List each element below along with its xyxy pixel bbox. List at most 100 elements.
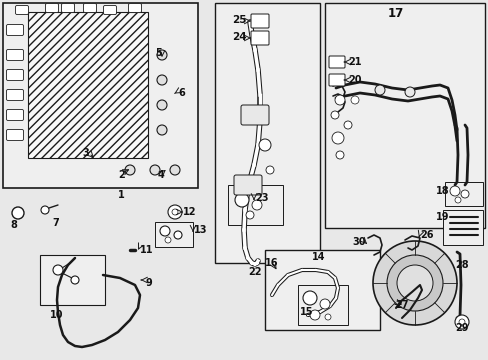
Bar (444, 182, 482, 206)
Text: 23: 23 (254, 193, 268, 203)
Text: 29: 29 (454, 323, 468, 333)
Bar (227, 185, 283, 225)
Text: 14: 14 (311, 252, 325, 262)
Circle shape (172, 209, 178, 215)
Text: 3: 3 (82, 148, 88, 158)
FancyBboxPatch shape (6, 109, 23, 121)
Circle shape (157, 75, 167, 85)
Text: 5: 5 (155, 48, 162, 58)
Circle shape (303, 291, 316, 305)
Text: 16: 16 (264, 258, 278, 268)
Bar (40, 255, 105, 305)
Text: 24: 24 (231, 32, 246, 42)
Text: 22: 22 (247, 267, 261, 277)
FancyBboxPatch shape (234, 175, 262, 195)
Circle shape (334, 95, 345, 105)
Circle shape (12, 207, 24, 219)
Text: 4: 4 (158, 170, 164, 180)
Bar (215, 3, 319, 263)
Circle shape (157, 100, 167, 110)
FancyBboxPatch shape (241, 105, 268, 125)
Circle shape (157, 50, 167, 60)
Text: 7: 7 (52, 218, 59, 228)
Text: 6: 6 (178, 88, 184, 98)
Circle shape (170, 165, 180, 175)
FancyBboxPatch shape (6, 130, 23, 140)
Circle shape (458, 319, 464, 325)
Bar (155, 222, 193, 247)
Circle shape (41, 206, 49, 214)
Bar (264, 250, 379, 330)
Circle shape (386, 255, 442, 311)
Text: 19: 19 (435, 212, 448, 222)
FancyBboxPatch shape (328, 56, 345, 68)
Polygon shape (28, 12, 148, 158)
FancyBboxPatch shape (6, 24, 23, 36)
Circle shape (404, 87, 414, 97)
Circle shape (164, 237, 171, 243)
FancyBboxPatch shape (328, 74, 345, 86)
Circle shape (335, 151, 343, 159)
FancyBboxPatch shape (128, 4, 141, 13)
Circle shape (449, 186, 459, 196)
Circle shape (325, 314, 330, 320)
FancyBboxPatch shape (45, 4, 59, 13)
Bar (442, 210, 482, 245)
Circle shape (174, 231, 182, 239)
Text: 12: 12 (183, 207, 196, 217)
Circle shape (454, 315, 468, 329)
Circle shape (71, 276, 79, 284)
FancyBboxPatch shape (103, 5, 116, 14)
Text: 17: 17 (387, 7, 404, 20)
Circle shape (319, 299, 329, 309)
Text: 10: 10 (50, 310, 63, 320)
Circle shape (150, 165, 160, 175)
Circle shape (460, 190, 468, 198)
FancyBboxPatch shape (16, 5, 28, 14)
Circle shape (125, 165, 135, 175)
Circle shape (245, 211, 253, 219)
Circle shape (235, 193, 248, 207)
Text: 2: 2 (118, 170, 124, 180)
Circle shape (343, 121, 351, 129)
Circle shape (350, 96, 358, 104)
FancyBboxPatch shape (6, 69, 23, 81)
Circle shape (160, 226, 170, 236)
Bar (325, 3, 484, 228)
FancyBboxPatch shape (250, 14, 268, 28)
Circle shape (168, 205, 182, 219)
Circle shape (374, 85, 384, 95)
FancyBboxPatch shape (83, 4, 96, 13)
Text: 20: 20 (347, 75, 361, 85)
Circle shape (265, 166, 273, 174)
Circle shape (157, 125, 167, 135)
Text: 30: 30 (351, 237, 365, 247)
Text: 15: 15 (299, 307, 313, 317)
FancyBboxPatch shape (61, 4, 74, 13)
Circle shape (396, 265, 432, 301)
Text: 11: 11 (140, 245, 153, 255)
FancyBboxPatch shape (6, 90, 23, 100)
Text: 25: 25 (231, 15, 246, 25)
FancyBboxPatch shape (6, 49, 23, 60)
Text: 26: 26 (419, 230, 433, 240)
Text: 9: 9 (145, 278, 151, 288)
Bar (3, 3, 198, 188)
Text: 13: 13 (194, 225, 207, 235)
Circle shape (372, 241, 456, 325)
Circle shape (53, 265, 63, 275)
Text: 8: 8 (10, 220, 17, 230)
Circle shape (309, 310, 319, 320)
Circle shape (259, 139, 270, 151)
Circle shape (251, 200, 262, 210)
Circle shape (330, 111, 338, 119)
Text: 27: 27 (394, 300, 407, 310)
Text: 1: 1 (118, 190, 124, 200)
Text: 28: 28 (454, 260, 468, 270)
Bar (297, 285, 347, 325)
Circle shape (331, 132, 343, 144)
Text: 18: 18 (435, 186, 448, 196)
Text: 21: 21 (347, 57, 361, 67)
Circle shape (454, 197, 460, 203)
FancyBboxPatch shape (250, 31, 268, 45)
